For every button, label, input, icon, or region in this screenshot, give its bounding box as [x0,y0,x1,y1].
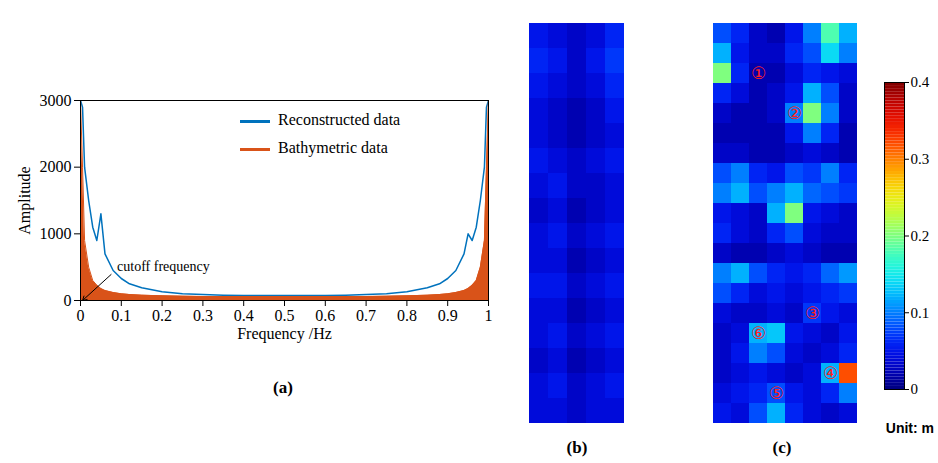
svg-text:3000: 3000 [40,92,72,109]
svg-text:0.2: 0.2 [911,228,930,244]
svg-text:cutoff frequency: cutoff frequency [117,259,210,274]
svg-text:2000: 2000 [40,158,72,175]
svg-text:0.8: 0.8 [397,307,417,324]
html-text:(c): (c) [772,438,792,457]
html-text:(a): (a) [273,378,293,397]
html-text:Reconstructed data: Reconstructed data [278,111,401,128]
html-text:Unit: m: Unit: m [885,420,934,436]
html-text:(b): (b) [566,438,588,457]
svg-text:0: 0 [911,381,919,397]
svg-text:0.3: 0.3 [911,151,930,167]
svg-text:0: 0 [64,292,72,309]
svg-text:①: ① [751,63,766,83]
svg-text:0.9: 0.9 [438,307,458,324]
html-text:Bathymetric data: Bathymetric data [278,139,388,156]
svg-text:0.2: 0.2 [152,307,172,324]
svg-text:0.1: 0.1 [911,305,930,321]
svg-text:0.4: 0.4 [234,307,254,324]
svg-text:⑥: ⑥ [751,323,766,343]
svg-text:0: 0 [77,307,85,324]
svg-text:Amplitude: Amplitude [16,166,34,234]
svg-text:0.1: 0.1 [111,307,131,324]
svg-text:④: ④ [823,363,838,383]
svg-text:0.3: 0.3 [193,307,213,324]
svg-text:1: 1 [485,307,493,324]
svg-text:1000: 1000 [40,225,72,242]
svg-text:③: ③ [805,303,820,323]
svg-text:0.7: 0.7 [356,307,376,324]
svg-text:0.6: 0.6 [315,307,335,324]
svg-text:⑤: ⑤ [769,383,784,403]
svg-text:Frequency /Hz: Frequency /Hz [237,325,332,343]
svg-text:0.4: 0.4 [911,74,930,90]
svg-text:②: ② [787,103,802,123]
svg-text:0.5: 0.5 [275,307,295,324]
